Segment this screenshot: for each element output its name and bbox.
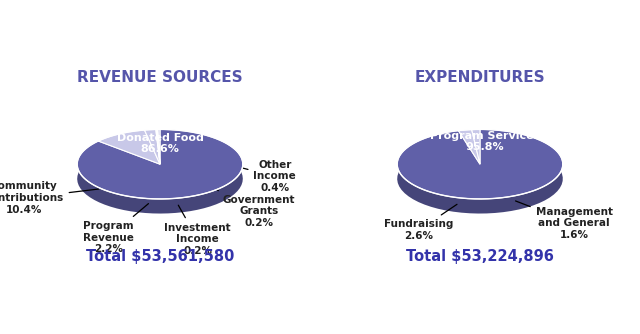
Polygon shape (472, 129, 480, 164)
Polygon shape (77, 129, 243, 213)
Text: Management
and General
1.6%: Management and General 1.6% (516, 201, 612, 240)
Polygon shape (458, 130, 480, 164)
Text: Fundraising
2.6%: Fundraising 2.6% (384, 204, 457, 241)
Polygon shape (157, 129, 160, 164)
Polygon shape (156, 129, 160, 164)
Text: EXPENDITURES: EXPENDITURES (415, 70, 545, 85)
Polygon shape (77, 129, 243, 199)
Polygon shape (397, 129, 563, 213)
Polygon shape (98, 130, 160, 164)
Text: Total $53,561,580: Total $53,561,580 (86, 249, 234, 264)
Text: Program Services
95.8%: Program Services 95.8% (429, 131, 540, 152)
Text: Program
Revenue
2.2%: Program Revenue 2.2% (83, 204, 148, 254)
Text: REVENUE SOURCES: REVENUE SOURCES (77, 70, 243, 85)
Text: Investment
Income
0.2%: Investment Income 0.2% (164, 205, 231, 256)
Polygon shape (145, 130, 160, 164)
Text: Community
Contributions
10.4%: Community Contributions 10.4% (0, 181, 99, 215)
Text: Total $53,224,896: Total $53,224,896 (406, 249, 554, 264)
Text: Government
Grants
0.2%: Government Grants 0.2% (217, 190, 295, 228)
Polygon shape (158, 129, 160, 164)
Text: Other
Income
0.4%: Other Income 0.4% (230, 160, 296, 193)
Text: Donated Food
86.6%: Donated Food 86.6% (116, 133, 204, 154)
Polygon shape (397, 129, 563, 199)
